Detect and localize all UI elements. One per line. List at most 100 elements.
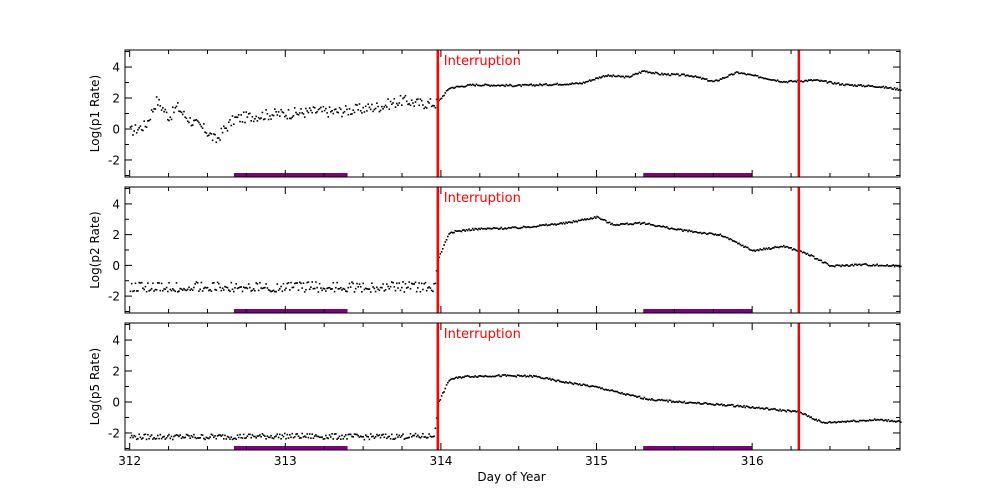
data-point xyxy=(559,380,561,383)
data-point xyxy=(259,281,261,284)
data-point xyxy=(666,399,668,402)
data-point xyxy=(607,389,610,391)
data-point xyxy=(631,394,633,396)
data-point xyxy=(488,84,490,86)
data-point xyxy=(525,84,527,86)
data-point xyxy=(715,234,718,237)
data-point xyxy=(419,98,422,100)
data-point xyxy=(877,86,880,88)
data-point xyxy=(188,121,190,124)
data-point xyxy=(766,78,769,80)
data-point xyxy=(628,223,631,225)
data-point xyxy=(712,233,714,235)
data-point xyxy=(743,246,745,248)
data-point xyxy=(134,124,137,126)
data-point xyxy=(607,221,610,224)
data-point xyxy=(616,75,618,78)
data-point xyxy=(646,398,648,400)
data-point xyxy=(246,287,249,290)
data-point xyxy=(822,262,825,264)
data-point xyxy=(549,84,551,86)
data-point xyxy=(592,217,595,219)
data-point xyxy=(807,415,810,417)
data-point xyxy=(544,377,546,380)
data-point xyxy=(551,84,554,86)
data-point xyxy=(732,73,734,76)
data-point xyxy=(461,85,464,88)
data-point xyxy=(526,84,529,86)
data-point xyxy=(728,74,730,76)
data-point xyxy=(317,435,320,438)
data-point xyxy=(653,224,656,227)
data-point xyxy=(620,223,622,225)
data-point xyxy=(763,408,765,410)
data-point xyxy=(868,419,871,421)
data-point xyxy=(173,111,175,114)
data-point xyxy=(168,282,170,284)
data-point xyxy=(152,438,154,440)
data-point xyxy=(203,437,205,440)
data-point xyxy=(786,409,789,411)
data-point xyxy=(702,77,704,79)
data-point xyxy=(530,83,532,86)
data-point xyxy=(883,419,886,422)
data-point xyxy=(674,228,677,231)
data-point xyxy=(608,75,611,77)
data-point xyxy=(625,75,627,77)
data-point xyxy=(786,81,789,84)
data-point xyxy=(425,437,428,439)
data-point xyxy=(160,109,163,111)
data-point xyxy=(474,375,476,377)
data-point xyxy=(601,387,603,389)
data-point xyxy=(286,117,289,120)
data-point xyxy=(720,403,723,405)
data-point xyxy=(606,75,608,77)
data-point xyxy=(592,385,595,387)
data-point xyxy=(581,384,583,386)
data-point xyxy=(415,98,418,101)
data-point xyxy=(836,264,839,266)
data-point xyxy=(445,384,448,386)
data-point xyxy=(646,70,648,73)
data-point xyxy=(144,125,147,128)
data-point xyxy=(254,118,256,120)
data-point xyxy=(255,115,257,118)
data-point xyxy=(832,83,835,85)
data-point xyxy=(264,286,266,289)
data-point xyxy=(316,435,318,438)
data-point xyxy=(259,434,261,436)
data-point xyxy=(618,392,621,394)
data-point xyxy=(831,421,834,424)
data-point xyxy=(541,224,544,226)
data-point xyxy=(667,401,669,403)
data-point xyxy=(700,78,703,80)
data-point xyxy=(724,76,727,79)
data-point xyxy=(606,221,608,224)
data-point xyxy=(481,228,484,230)
data-point xyxy=(880,86,882,89)
data-point xyxy=(444,241,447,243)
data-point xyxy=(449,87,452,90)
data-point xyxy=(755,75,758,77)
data-point xyxy=(275,435,277,437)
data-point xyxy=(412,102,414,104)
data-point xyxy=(447,89,449,91)
data-point xyxy=(677,401,679,404)
data-point xyxy=(513,375,515,377)
data-point xyxy=(372,286,374,288)
data-point xyxy=(223,289,225,291)
data-point xyxy=(849,420,851,423)
data-point xyxy=(504,85,506,88)
data-point xyxy=(760,407,763,410)
data-point xyxy=(866,264,868,266)
data-point xyxy=(265,109,267,111)
data-point xyxy=(373,287,376,290)
data-point xyxy=(552,378,555,381)
data-point xyxy=(209,289,211,291)
data-point xyxy=(702,232,704,234)
data-point xyxy=(765,407,768,409)
data-point xyxy=(651,224,653,226)
data-point xyxy=(703,78,705,80)
data-point xyxy=(194,436,196,439)
